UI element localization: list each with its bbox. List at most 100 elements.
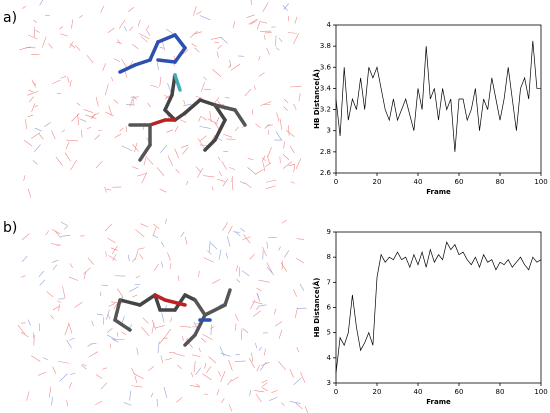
solvent-bond xyxy=(67,76,70,83)
solvent-bond xyxy=(182,335,184,341)
solvent-bond xyxy=(255,305,260,311)
solvent-bond xyxy=(180,231,185,238)
solvent-bond xyxy=(195,367,202,375)
solvent-bond xyxy=(234,360,246,363)
solvent-bond xyxy=(105,251,107,257)
solvent-bond xyxy=(104,186,107,193)
solvent-bond xyxy=(296,307,307,309)
y-tick-label: 3.2 xyxy=(320,106,331,114)
solvent-bond xyxy=(219,346,225,357)
solvent-bond xyxy=(211,134,216,142)
solvent-bond xyxy=(111,338,119,343)
molecule-bond xyxy=(193,313,207,337)
solvent-bond xyxy=(105,223,112,232)
solvent-bond xyxy=(228,359,233,371)
solvent-bond xyxy=(101,284,109,287)
solvent-bond xyxy=(91,113,96,120)
solvent-bond xyxy=(176,397,183,403)
solvent-bond xyxy=(106,188,112,191)
solvent-bond xyxy=(283,141,285,149)
solvent-bond xyxy=(217,371,221,377)
solvent-bond xyxy=(33,335,35,346)
solvent-bond xyxy=(60,33,68,37)
solvent-bond xyxy=(98,129,103,132)
solvent-bond xyxy=(95,374,103,379)
molecule-bond xyxy=(173,46,187,64)
solvent-bond xyxy=(193,361,196,373)
solvent-bond xyxy=(105,111,114,117)
solvent-bond xyxy=(182,146,189,155)
molecule-bond xyxy=(148,40,160,62)
solvent-bond xyxy=(121,316,125,324)
solvent-bond xyxy=(210,36,222,40)
solvent-bond xyxy=(200,337,207,343)
solvent-bond xyxy=(34,144,41,152)
solvent-bond xyxy=(285,130,295,137)
solvent-bond xyxy=(133,96,137,100)
solvent-bond xyxy=(102,63,106,71)
solvent-bond xyxy=(52,264,58,270)
solvent-bond xyxy=(138,33,150,40)
x-tick-label: 80 xyxy=(496,388,505,396)
solvent-bond xyxy=(127,7,135,12)
solvent-bond xyxy=(248,357,256,369)
x-tick-label: 20 xyxy=(373,178,382,186)
solvent-bond xyxy=(208,241,211,252)
solvent-bond xyxy=(261,379,268,384)
solvent-bond xyxy=(281,219,288,224)
solvent-bond xyxy=(34,127,42,132)
solvent-bond xyxy=(106,327,113,333)
molecule-image xyxy=(19,0,302,198)
solvent-bond xyxy=(131,294,138,298)
solvent-bond xyxy=(278,329,283,339)
solvent-bond xyxy=(265,179,277,183)
solvent-bond xyxy=(135,229,145,238)
y-tick-label: 4 xyxy=(327,354,332,362)
y-tick-label: 3.8 xyxy=(320,42,331,50)
solvent-bond xyxy=(254,390,265,393)
solvent-bond xyxy=(281,260,284,270)
solvent-bond xyxy=(75,45,81,51)
solvent-bond xyxy=(216,389,220,396)
molecule-bond xyxy=(233,108,247,127)
solvent-bond xyxy=(60,234,71,237)
solvent-bond xyxy=(143,155,147,166)
solvent-bond xyxy=(293,33,299,44)
solvent-bond xyxy=(228,404,233,412)
solvent-bond xyxy=(62,286,66,298)
solvent-bond xyxy=(108,303,116,307)
solvent-bond xyxy=(278,37,283,43)
solvent-bond xyxy=(76,102,81,106)
solvent-bond xyxy=(283,106,288,111)
solvent-bond xyxy=(31,132,40,139)
solvent-bond xyxy=(244,182,252,189)
solvent-bond xyxy=(296,238,304,240)
solvent-bond xyxy=(275,131,283,141)
solvent-bond xyxy=(21,5,27,9)
solvent-bond xyxy=(114,133,122,138)
solvent-bond xyxy=(161,40,166,51)
solvent-bond xyxy=(137,172,147,177)
solvent-bond xyxy=(121,331,127,336)
solvent-bond xyxy=(159,46,164,49)
solvent-bond xyxy=(253,310,261,317)
solvent-bond xyxy=(147,366,154,372)
solvent-bond xyxy=(112,254,117,261)
solvent-bond xyxy=(294,307,298,319)
solvent-bond xyxy=(220,37,228,44)
solvent-bond xyxy=(146,157,154,165)
solvent-bond xyxy=(288,125,290,136)
solvent-bond xyxy=(222,178,229,187)
solvent-bond xyxy=(164,95,170,100)
solvent-bond xyxy=(156,62,159,71)
solvent-bond xyxy=(90,112,100,118)
solvent-bond xyxy=(123,25,128,32)
solvent-bond xyxy=(64,324,70,336)
solvent-bond xyxy=(170,317,172,322)
solvent-bond xyxy=(165,304,167,309)
solvent-bond xyxy=(79,118,87,122)
solvent-bond xyxy=(235,265,239,272)
solvent-bond xyxy=(199,135,207,142)
solvent-bond xyxy=(61,129,66,133)
